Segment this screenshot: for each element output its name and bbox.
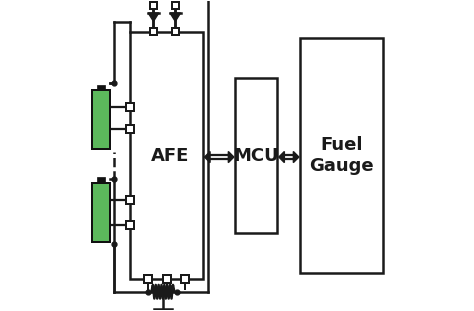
Polygon shape [279,151,284,163]
Text: Fuel
Gauge: Fuel Gauge [309,136,374,175]
Bar [92,183,110,242]
Bar [236,78,277,233]
Text: MCU: MCU [234,146,279,165]
Bar [172,2,179,9]
Bar [126,125,134,133]
Bar [98,178,105,183]
Bar [126,196,134,204]
Bar [150,28,157,35]
Text: AFE: AFE [151,146,190,165]
Bar [150,2,157,9]
Bar [163,275,171,283]
Bar [126,103,134,111]
Bar [126,220,134,229]
Bar [92,91,110,149]
Bar [145,275,153,283]
Bar [301,38,383,273]
Polygon shape [228,151,234,163]
Polygon shape [293,151,299,163]
Bar [181,275,189,283]
Bar [172,28,179,35]
Bar [98,85,105,91]
Bar [130,32,203,279]
Polygon shape [170,13,181,21]
Polygon shape [204,151,210,163]
Polygon shape [148,13,159,21]
